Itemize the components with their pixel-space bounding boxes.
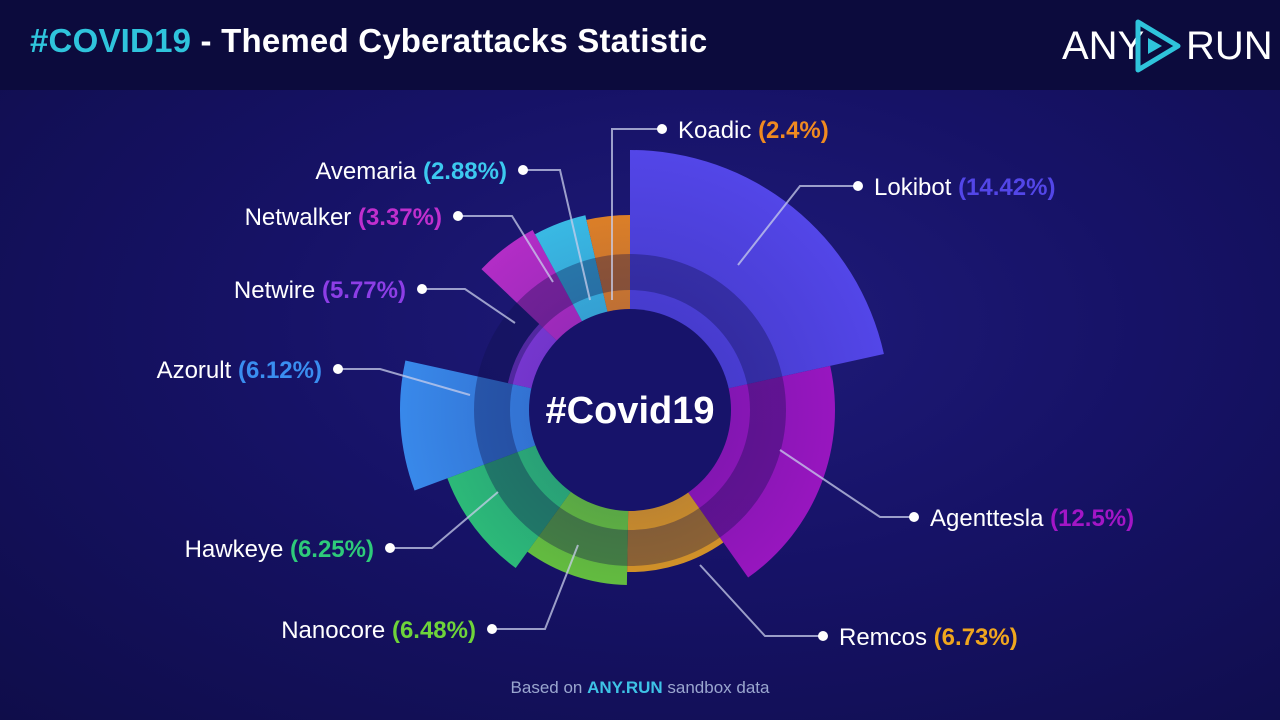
label-azorult: Azorult (6.12%) bbox=[157, 357, 322, 384]
inner-band bbox=[474, 254, 786, 566]
slice-agenttesla bbox=[687, 365, 835, 578]
title-text: - Themed Cyberattacks Statistic bbox=[191, 22, 708, 59]
page-title: #COVID19 - Themed Cyberattacks Statistic bbox=[30, 22, 707, 60]
leader-line bbox=[699, 564, 823, 637]
label-remcos: Remcos (6.73%) bbox=[839, 624, 1018, 651]
label-agenttesla: Agenttesla (12.5%) bbox=[930, 505, 1134, 532]
leader-dot bbox=[818, 631, 828, 641]
leader-line bbox=[492, 544, 579, 630]
leader-dot bbox=[385, 543, 395, 553]
any-run-logo: ANY RUN bbox=[1062, 14, 1273, 74]
label-lokibot: Lokibot (14.42%) bbox=[874, 174, 1055, 201]
leader-dot bbox=[487, 624, 497, 634]
leader-line bbox=[523, 169, 591, 301]
center-label: #Covid19 bbox=[546, 390, 715, 432]
footer-note: Based on ANY.RUN sandbox data bbox=[0, 678, 1280, 698]
footer-brand: ANY.RUN bbox=[587, 678, 663, 697]
leader-dot bbox=[453, 211, 463, 221]
header-bar: #COVID19 - Themed Cyberattacks Statistic… bbox=[0, 0, 1280, 90]
leader-line bbox=[737, 185, 858, 266]
logo-text-run: RUN bbox=[1186, 24, 1273, 68]
leader-dot bbox=[909, 512, 919, 522]
label-netwalker: Netwalker (3.37%) bbox=[245, 204, 442, 231]
leader-line bbox=[458, 215, 554, 283]
leader-dot bbox=[853, 181, 863, 191]
label-hawkeye: Hawkeye (6.25%) bbox=[185, 536, 374, 563]
logo-text-any: ANY bbox=[1062, 24, 1145, 68]
label-netwire: Netwire (5.77%) bbox=[234, 277, 406, 304]
leader-dot bbox=[333, 364, 343, 374]
slice-nanocore bbox=[527, 491, 629, 585]
leader-line bbox=[422, 288, 516, 324]
label-koadic: Koadic (2.4%) bbox=[678, 117, 829, 144]
leader-line bbox=[611, 128, 662, 300]
label-nanocore: Nanocore (6.48%) bbox=[281, 617, 476, 644]
slice-remcos bbox=[627, 491, 724, 573]
leader-line bbox=[779, 449, 914, 518]
leader-dot bbox=[417, 284, 427, 294]
slice-lokibot bbox=[630, 150, 884, 389]
play-triangle-icon bbox=[1135, 19, 1181, 73]
covid-cyberattack-chart: #Covid19 Lokibot (14.42%) Agenttesla (12.5… bbox=[157, 117, 1135, 651]
slice-koadic bbox=[586, 215, 630, 313]
leader-dot bbox=[518, 165, 528, 175]
leader-line bbox=[338, 368, 471, 396]
label-avemaria: Avemaria (2.88%) bbox=[315, 158, 507, 185]
title-hashtag: #COVID19 bbox=[30, 22, 192, 59]
footer-prefix: Based on bbox=[510, 678, 588, 697]
center-circle bbox=[529, 309, 731, 511]
slice-azorult bbox=[400, 360, 537, 491]
footer-suffix: sandbox data bbox=[662, 678, 770, 697]
leader-line bbox=[390, 491, 499, 549]
leader-dot bbox=[657, 124, 667, 134]
slice-netwire bbox=[507, 324, 558, 389]
slice-netwalker bbox=[481, 229, 583, 342]
slice-hawkeye bbox=[447, 445, 572, 568]
